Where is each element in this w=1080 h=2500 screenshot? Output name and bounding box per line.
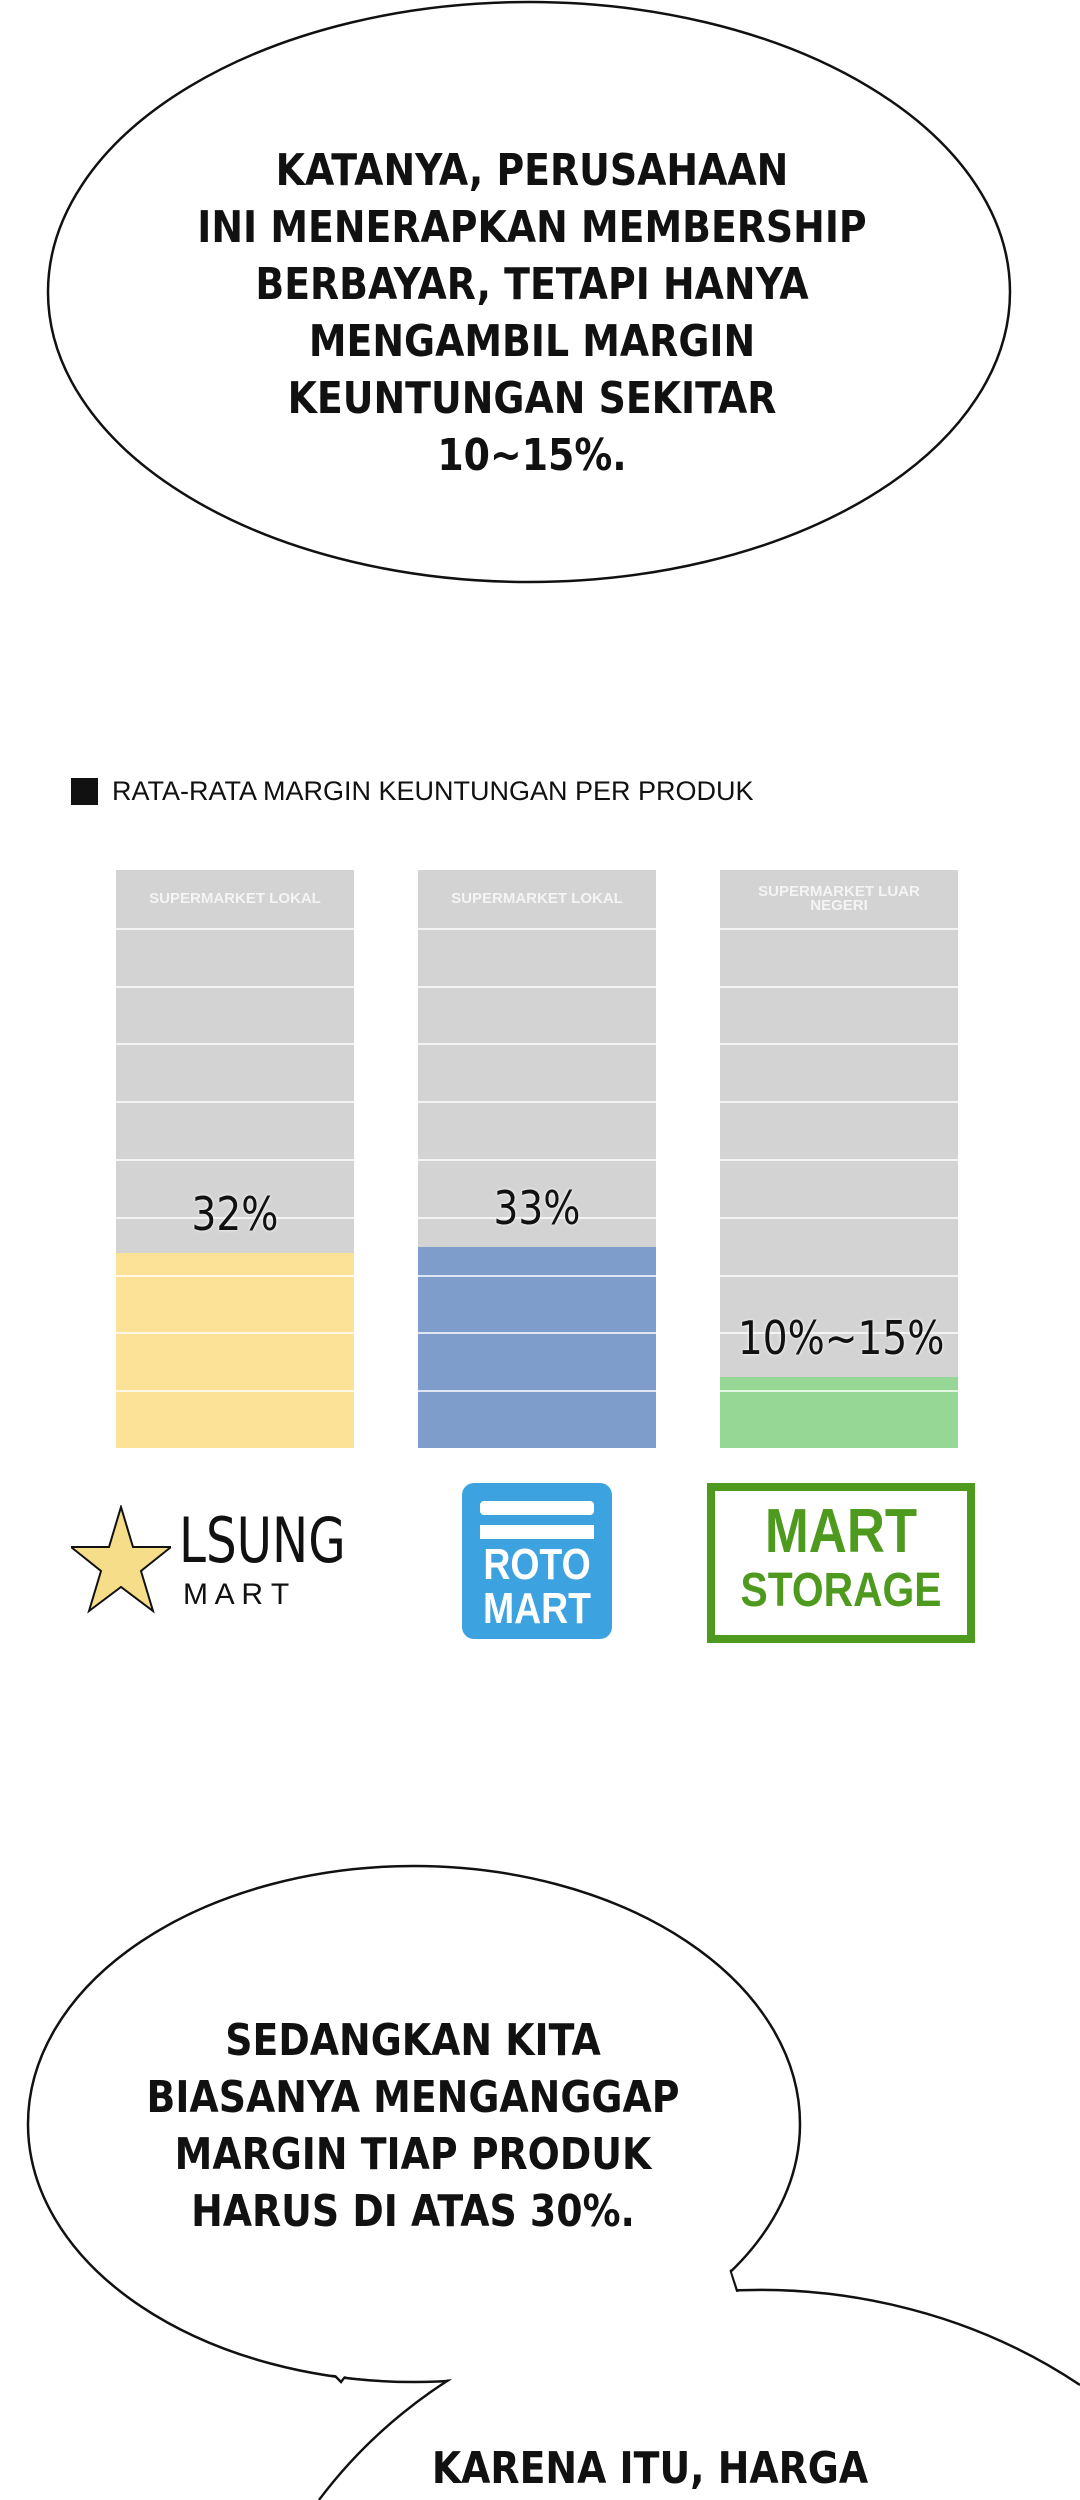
bar-1: SUPERMARKET LOKAL 33% <box>418 870 656 1448</box>
gridline <box>720 1332 958 1335</box>
chart-title: RATA-RATA MARGIN KEUNTUNGAN PER PRODUK <box>71 776 754 807</box>
gridline <box>418 927 656 930</box>
gridline <box>418 1390 656 1393</box>
gridline <box>116 1043 354 1046</box>
bar-fill-1 <box>418 1247 656 1448</box>
gridline <box>418 1159 656 1161</box>
bar-value-label: 32% <box>191 1187 279 1241</box>
logo-sub: M A R T <box>183 1578 290 1611</box>
text-line: MENGAMBIL MARGIN <box>308 316 756 367</box>
bar-value-label: 33% <box>493 1181 581 1235</box>
logo-line: STORAGE <box>740 1564 942 1617</box>
text-line: BERBAYAR, TETAPI HANYA <box>255 259 809 310</box>
bar-2: SUPERMARKET LUAR NEGERI 10%~15% <box>720 870 958 1448</box>
gridline <box>720 927 958 930</box>
bubble-top-text: KATANYA, PERUSAHAAN INI MENERAPKAN MEMBE… <box>145 142 919 484</box>
text-line: INI MENERAPKAN MEMBERSHIP <box>197 202 867 253</box>
bar-value-label: 10%~15% <box>737 1311 945 1365</box>
gridline <box>116 985 354 988</box>
bar-0: SUPERMARKET LOKAL 32% <box>116 870 354 1448</box>
text-line: KARENA ITU, HARGA <box>431 2443 869 2494</box>
text-line: SEDANGKAN KITA <box>225 2015 601 2066</box>
gridline <box>720 1216 958 1219</box>
gridline <box>720 1043 958 1046</box>
text-line: HARUS DI ATAS 30%. <box>191 2186 635 2237</box>
text-line: 10~15%. <box>437 430 627 481</box>
gridline <box>116 1216 354 1219</box>
text-line: KATANYA, PERUSAHAAN <box>275 145 789 196</box>
gridline <box>116 927 354 930</box>
bubble-bottom-text: KARENA ITU, HARGA <box>263 2440 1037 2497</box>
logo-line: MART <box>764 1497 918 1566</box>
gridline <box>720 1274 958 1277</box>
logo-line: ROTO <box>483 1540 591 1589</box>
gridline <box>720 985 958 988</box>
bubble-middle-text: SEDANGKAN KITA BIASANYA MENGANGGAP MARGI… <box>26 2012 800 2240</box>
logo-stripe <box>480 1525 594 1539</box>
bar-category-label: SUPERMARKET LOKAL <box>451 889 623 907</box>
gridline <box>720 1159 958 1161</box>
gridline <box>418 1101 656 1104</box>
text-line: BIASANYA MENGANGGAP <box>146 2072 680 2123</box>
speech-bubble-top <box>46 0 1012 584</box>
logo-stripe <box>480 1501 594 1515</box>
bar-category-label: SUPERMARKET LOKAL <box>149 889 321 907</box>
bar-fill-0 <box>116 1253 354 1448</box>
gridline <box>418 1332 656 1335</box>
gridline <box>116 1159 354 1161</box>
gridline <box>720 1390 958 1393</box>
roto-mart-logo: ROTO MART <box>462 1483 612 1639</box>
title-square-icon <box>71 778 98 805</box>
lsung-mart-logo: LSUNG M A R T <box>71 1500 381 1620</box>
text-line: KEUNTUNGAN SEKITAR <box>287 373 777 424</box>
gridline <box>116 1332 354 1335</box>
star-icon <box>71 1505 171 1614</box>
mart-storage-logo: MART STORAGE <box>707 1483 975 1643</box>
logo-name: LSUNG <box>179 1504 346 1577</box>
logo-line: MART <box>482 1584 592 1633</box>
bar-fill-2 <box>720 1377 958 1448</box>
chart-title-text: RATA-RATA MARGIN KEUNTUNGAN PER PRODUK <box>112 776 754 806</box>
gridline <box>418 1216 656 1219</box>
gridline <box>720 1101 958 1104</box>
gridline <box>418 1043 656 1046</box>
text-line: MARGIN TIAP PRODUK <box>174 2129 652 2180</box>
gridline <box>418 1274 656 1277</box>
gridline <box>116 1274 354 1277</box>
gridline <box>116 1101 354 1104</box>
bar-category-label: SUPERMARKET LUAR NEGERI <box>758 882 920 914</box>
gridline <box>116 1390 354 1393</box>
gridline <box>418 985 656 988</box>
